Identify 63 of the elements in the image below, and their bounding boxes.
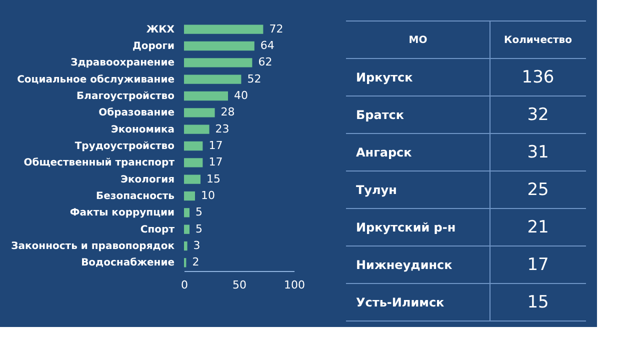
- data-label: 62: [258, 56, 272, 69]
- data-label: 5: [196, 222, 202, 236]
- y-tick-label: Спорт: [140, 224, 175, 236]
- y-tick-label: Социальное обслуживание: [17, 74, 175, 86]
- data-label: 17: [208, 139, 223, 152]
- y-tick-label: Законность и правопорядок: [11, 241, 175, 252]
- bar: [184, 191, 195, 201]
- category-label: Усть-Илимск: [356, 295, 444, 310]
- y-tick-label: Трудоустройство: [74, 141, 175, 152]
- y-tick-label: Дороги: [132, 41, 174, 52]
- text: МО: [408, 34, 428, 46]
- data-label: 32: [527, 104, 549, 125]
- bar: [184, 91, 228, 101]
- bar: [184, 124, 210, 134]
- data-label: 17: [208, 156, 223, 169]
- data-label: 2: [192, 256, 200, 269]
- bar: [184, 24, 264, 34]
- y-tick-label: Экология: [120, 174, 174, 186]
- data-label: 52: [247, 72, 262, 86]
- y-tick-label: Здравоохранение: [70, 58, 175, 69]
- x-tick-label: 100: [284, 278, 305, 292]
- bar: [184, 224, 190, 234]
- data-label: 10: [201, 189, 215, 202]
- y-tick-label: Образование: [98, 108, 175, 119]
- y-tick-label: Благоустройство: [76, 91, 175, 102]
- bar: [184, 108, 215, 118]
- y-tick-label: ЖКХ: [146, 24, 175, 36]
- bar: [184, 241, 188, 251]
- bar: [184, 208, 190, 218]
- data-label: 5: [196, 206, 202, 219]
- category-label: Ангарск: [356, 145, 412, 160]
- data-label: 28: [220, 106, 235, 119]
- bar: [184, 141, 203, 151]
- x-tick-label: 0: [181, 278, 188, 292]
- category-label: Нижнеудинск: [356, 258, 452, 272]
- x-tick-label: 50: [232, 278, 246, 292]
- data-label: 21: [527, 217, 549, 238]
- bar: [184, 74, 242, 84]
- data-label: 23: [215, 122, 230, 136]
- data-label: 15: [527, 292, 549, 312]
- data-label: 136: [522, 67, 554, 88]
- category-label: Иркутский р-н: [356, 220, 456, 234]
- y-tick-label: Общественный транспорт: [24, 158, 175, 169]
- category-label: Тулун: [356, 182, 397, 197]
- data-label: 15: [206, 172, 220, 186]
- data-label: 72: [269, 22, 284, 36]
- data-label: 25: [527, 180, 549, 200]
- data-label: 64: [260, 39, 274, 52]
- data-label: 17: [527, 254, 549, 275]
- y-tick-label: Безопасность: [96, 191, 174, 202]
- bar: [184, 174, 200, 184]
- category-label: Братск: [356, 108, 404, 122]
- text: Количество: [504, 34, 572, 46]
- y-tick-label: Экономика: [111, 124, 174, 136]
- y-tick-label: Факты коррупции: [70, 208, 174, 219]
- bar: [184, 158, 203, 168]
- data-label: 3: [193, 239, 200, 252]
- data-label: 31: [527, 142, 549, 162]
- bar: [184, 58, 252, 68]
- y-tick-label: Водоснабжение: [81, 258, 175, 269]
- bar: [184, 41, 254, 51]
- category-label: Иркутск: [356, 70, 413, 84]
- data-label: 40: [234, 89, 248, 102]
